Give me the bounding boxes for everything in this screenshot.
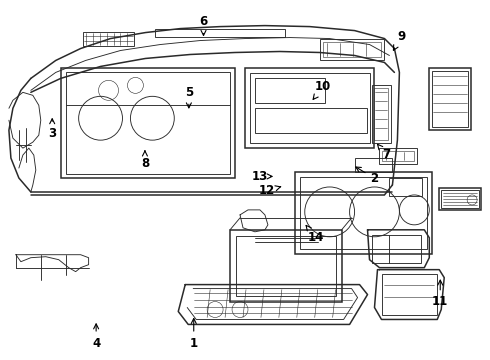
Text: 6: 6 <box>199 15 208 35</box>
Bar <box>155 28 285 37</box>
Text: 5: 5 <box>185 86 193 108</box>
Text: 1: 1 <box>190 319 198 350</box>
Text: 4: 4 <box>92 324 100 350</box>
Bar <box>323 41 382 58</box>
Bar <box>383 274 437 315</box>
Bar <box>374 88 389 140</box>
Bar <box>383 151 415 161</box>
Bar <box>61 68 235 178</box>
Text: 12: 12 <box>259 184 281 197</box>
Text: 10: 10 <box>313 80 331 99</box>
Bar <box>236 236 336 296</box>
Bar <box>429 68 471 130</box>
Bar <box>230 230 342 302</box>
Bar <box>300 177 427 249</box>
Bar <box>295 172 432 254</box>
Bar <box>439 188 481 210</box>
Text: 11: 11 <box>432 280 448 309</box>
Bar <box>245 68 374 148</box>
Text: 9: 9 <box>393 30 405 50</box>
Bar <box>379 148 417 164</box>
Bar <box>355 158 392 172</box>
Text: 7: 7 <box>377 144 391 161</box>
Bar <box>371 85 392 143</box>
Text: 14: 14 <box>306 225 324 244</box>
Text: 3: 3 <box>48 119 56 140</box>
Bar <box>371 235 421 263</box>
Bar <box>432 71 468 127</box>
Bar <box>83 32 134 45</box>
Bar <box>319 39 385 60</box>
Text: 2: 2 <box>356 167 378 185</box>
Bar <box>66 72 230 174</box>
Bar <box>441 190 479 208</box>
Bar <box>255 78 325 103</box>
Bar <box>390 178 422 196</box>
Bar <box>255 108 367 133</box>
Text: 13: 13 <box>251 170 272 183</box>
Bar <box>250 73 369 143</box>
Text: 8: 8 <box>141 151 149 170</box>
